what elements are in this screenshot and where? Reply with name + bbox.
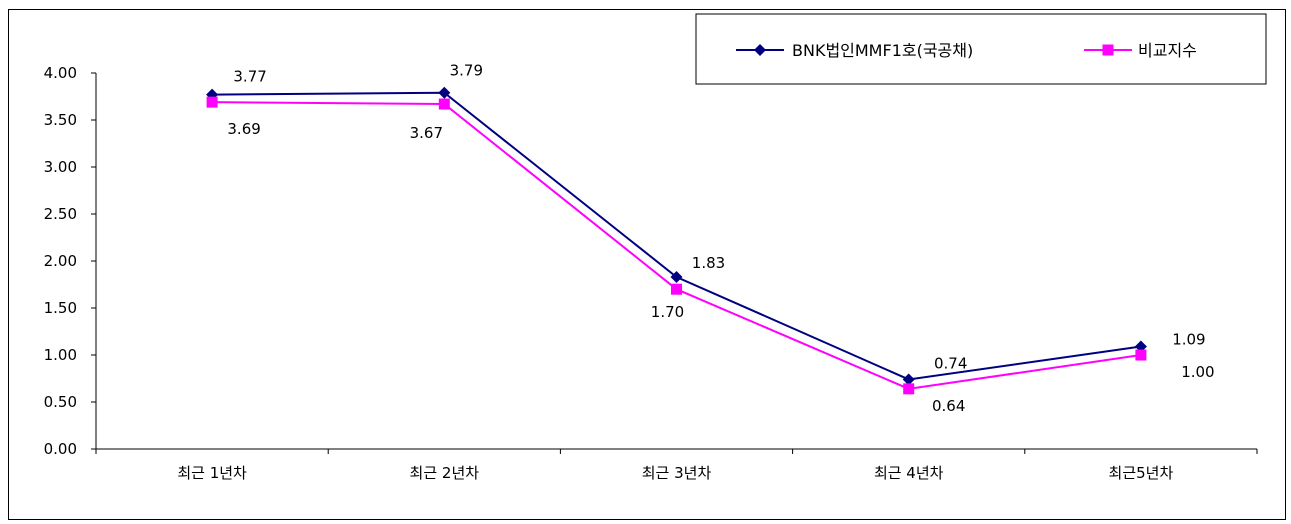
data-label: 1.70 — [651, 303, 684, 321]
data-label: 3.67 — [410, 124, 443, 142]
data-point-square — [206, 96, 218, 108]
data-point-diamond — [902, 373, 915, 386]
data-point-square — [1135, 349, 1147, 361]
y-tick-label: 1.50 — [44, 299, 77, 317]
data-point-square — [438, 98, 450, 110]
y-tick-label: 1.00 — [44, 346, 77, 364]
series-line — [212, 91, 1142, 381]
series-line — [212, 101, 1142, 390]
legend-label: 비교지수 — [1138, 41, 1197, 60]
series-1: 3.69 3.67 1.70 0.64 1.00 — [206, 96, 1215, 415]
legend-label: BNK법인MMF1호(국공채) — [792, 41, 973, 60]
y-tick-label: 3.00 — [44, 158, 77, 176]
data-label: 3.77 — [233, 68, 266, 86]
data-label: 1.83 — [692, 254, 725, 272]
x-tick-label: 최근 2년차 — [410, 464, 480, 482]
y-tick-label: 2.00 — [44, 252, 77, 270]
x-tick-label: 최근 4년차 — [874, 464, 944, 482]
data-label: 1.09 — [1172, 331, 1205, 349]
data-label: 1.00 — [1181, 363, 1214, 381]
y-tick-label: 0.00 — [44, 440, 77, 458]
series-layer: 3.77 3.79 1.83 0.74 1.09 3.69 3.67 1.70 0.64 1.00 — [206, 62, 1215, 415]
x-tick-label: 최근 1년차 — [177, 464, 247, 482]
data-point-diamond — [670, 270, 683, 283]
x-tick-label: 최근5년차 — [1109, 464, 1174, 482]
chart-axes — [95, 73, 1257, 450]
data-point-square — [903, 383, 915, 395]
y-tick-label: 3.50 — [44, 111, 77, 129]
data-label: 3.69 — [227, 120, 260, 138]
data-point-diamond — [754, 44, 766, 56]
y-tick-label: 2.50 — [44, 205, 77, 223]
data-label: 0.64 — [932, 397, 965, 415]
x-tick-label: 최근 3년차 — [642, 464, 712, 482]
data-point-square — [671, 283, 682, 295]
legend-item: BNK법인MMF1호(국공채) — [736, 41, 973, 60]
legend: BNK법인MMF1호(국공채) 비교지수 — [695, 13, 1267, 85]
legend-box — [695, 13, 1267, 85]
data-label: 3.79 — [450, 62, 483, 80]
y-tick-label: 0.50 — [44, 393, 77, 411]
series-0: 3.77 3.79 1.83 0.74 1.09 — [206, 62, 1206, 386]
y-axis-ticks: 0.00 0.50 1.00 1.50 2.00 2.50 3.00 3.50 4.00 — [44, 64, 96, 458]
y-tick-label: 4.00 — [44, 64, 77, 82]
legend-item: 비교지수 — [1084, 41, 1197, 60]
data-label: 0.74 — [934, 354, 967, 372]
data-point-square — [1102, 44, 1114, 56]
x-axis-ticks: 최근 1년차 최근 2년차 최근 3년차 최근 4년차 최근5년차 — [95, 449, 1258, 482]
data-point-diamond — [438, 86, 451, 99]
